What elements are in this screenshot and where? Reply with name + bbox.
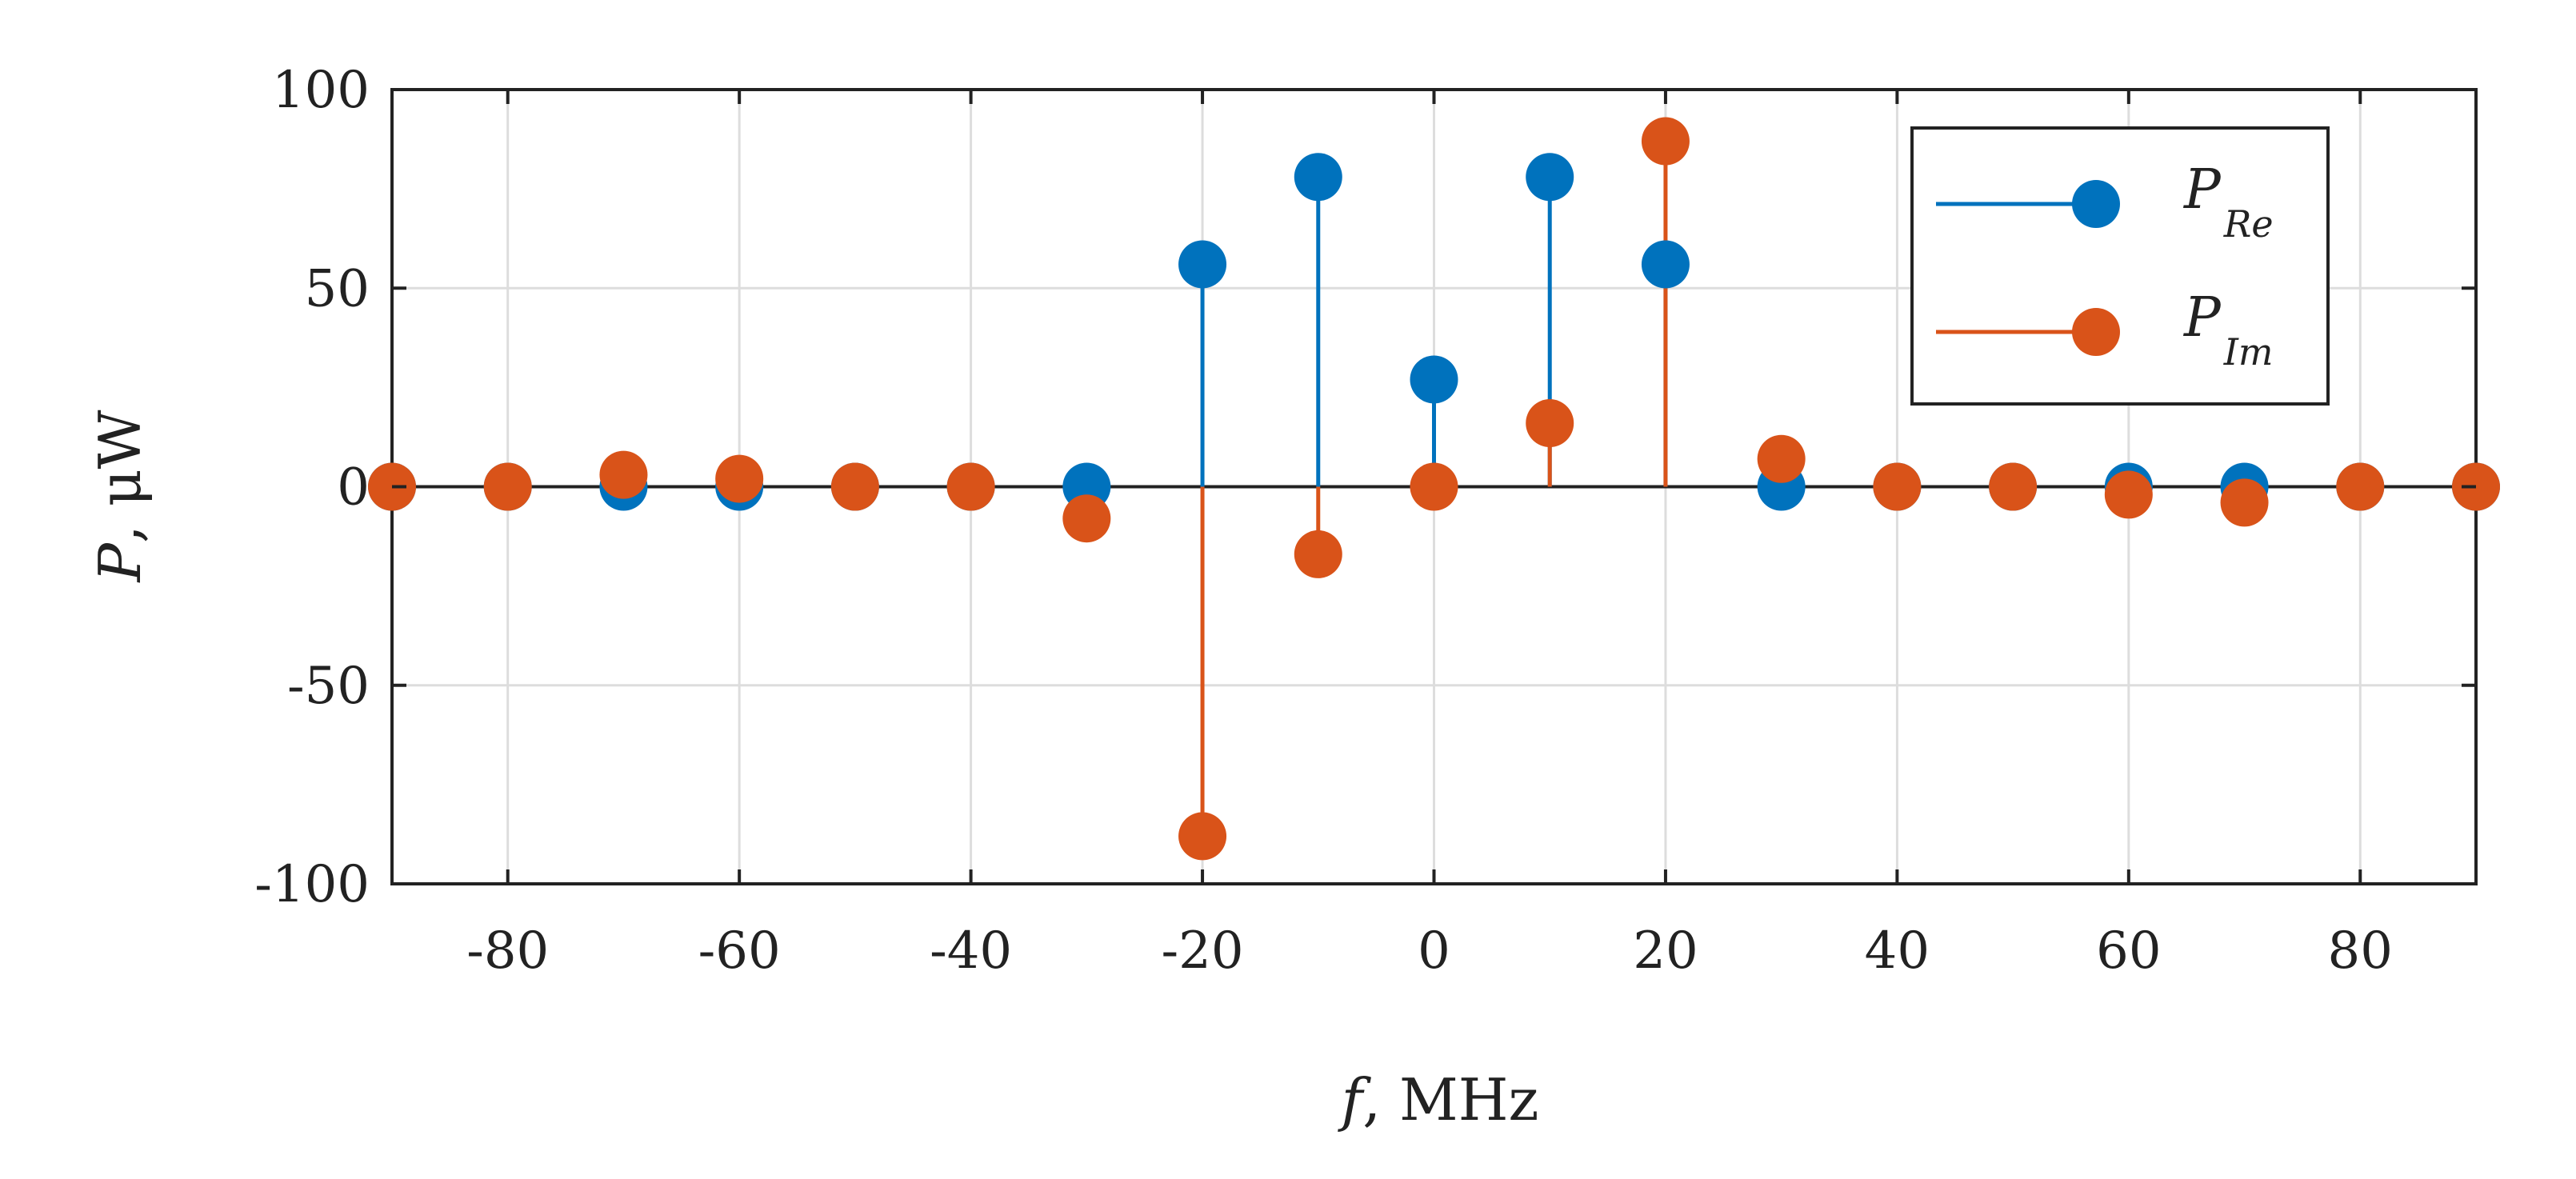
y-axis-title: P, μW [86, 410, 154, 583]
y-tick-label: -100 [254, 855, 370, 914]
marker-p-im [483, 462, 532, 511]
legend-box [1910, 126, 2330, 406]
y-tick-labels: -100 -50 0 50 100 [254, 61, 2476, 914]
x-tick-label: 0 [1418, 921, 1450, 981]
marker-p-re [1641, 240, 1690, 289]
y-tick-label: 50 [305, 259, 370, 318]
x-tick-label: 40 [1865, 921, 1930, 981]
x-tick-label: -20 [1162, 921, 1244, 981]
marker-p-im [1873, 462, 1922, 511]
marker-p-im [1062, 494, 1111, 543]
legend-label-im: PIm [2182, 286, 2274, 374]
y-tick-label: -50 [287, 657, 370, 716]
marker-p-im [2220, 478, 2269, 527]
marker-p-im [1410, 462, 1458, 511]
legend-re-sub: Re [2223, 202, 2274, 246]
x-tick-labels: -80 -60 -40 -20 0 20 40 60 80 [466, 90, 2393, 981]
marker-p-re [1178, 240, 1227, 289]
legend-re-main: P [2182, 158, 2222, 222]
x-tick-label: 80 [2328, 921, 2393, 981]
marker-p-im [946, 462, 995, 511]
y-axis-symbol: P [86, 542, 154, 584]
marker-p-im [1294, 530, 1342, 578]
markers-layer [368, 117, 2500, 861]
x-axis-unit: , MHz [1362, 1066, 1538, 1133]
marker-p-im [1757, 434, 1806, 483]
x-tick-label: 60 [2096, 921, 2161, 981]
marker-p-im [1526, 399, 1574, 448]
legend: PRe PIm [1910, 126, 2330, 406]
x-tick-label: 20 [1633, 921, 1698, 981]
marker-p-im [715, 454, 764, 503]
marker-p-im [599, 450, 648, 499]
marker-p-re [1410, 355, 1458, 404]
y-axis-unit: , μW [86, 410, 154, 543]
x-tick-label: -80 [466, 921, 549, 981]
x-axis-title: f, MHz [1338, 1066, 1539, 1133]
legend-marker-re [2072, 180, 2120, 228]
marker-p-im [1178, 812, 1227, 861]
y-tick-label: 100 [272, 61, 370, 120]
marker-p-im [1989, 462, 2038, 511]
legend-label-re: PRe [2182, 158, 2274, 246]
x-tick-label: -40 [930, 921, 1012, 981]
legend-im-sub: Im [2223, 330, 2274, 374]
x-tick-label: -60 [698, 921, 781, 981]
legend-im-main: P [2182, 286, 2222, 350]
marker-p-re [1294, 153, 1342, 202]
marker-p-im [2104, 470, 2153, 519]
y-tick-label: 0 [337, 458, 370, 518]
legend-marker-im [2072, 308, 2120, 356]
marker-p-im [2336, 462, 2385, 511]
marker-p-im [1641, 117, 1690, 166]
marker-p-re [1526, 153, 1574, 202]
marker-p-im [830, 462, 879, 511]
